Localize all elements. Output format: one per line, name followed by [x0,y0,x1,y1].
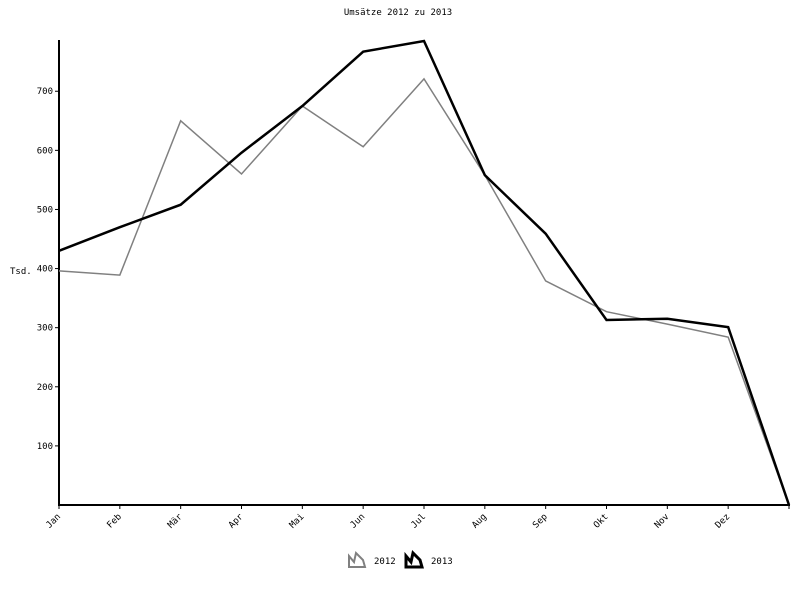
x-tick-label: Jul [410,512,429,531]
x-tick-label: Jun [349,512,368,531]
y-tick-label: 700 [37,87,53,97]
y-tick-label: 500 [37,205,53,215]
legend-label: 2012 [374,557,396,567]
x-tick-label: Okt [592,512,611,531]
series-line [58,39,791,506]
x-tick-label: Nov [653,512,672,531]
chart-title: Umsätze 2012 zu 2013 [344,8,452,18]
y-tick-label: 400 [37,265,53,275]
y-tick-label: 600 [37,146,53,156]
series-line [58,77,790,506]
y-axis-label: Tsd. [10,267,32,277]
legend-icon [404,550,424,569]
x-tick-label: Jan [45,512,64,531]
x-tick-label: Mai [288,512,307,531]
x-tick-label: Apr [227,512,246,531]
x-tick-label: Sep [531,512,550,531]
x-tick-label: Mär [166,512,185,531]
x-tick-label: Feb [105,512,124,531]
y-tick-label: 200 [37,383,53,393]
legend-label: 2013 [431,557,453,567]
y-tick-label: 300 [37,324,53,334]
legend-icon [348,551,367,568]
y-tick-label: 100 [37,442,53,452]
x-tick-label: Aug [470,512,489,531]
x-tick-label: Dez [714,512,733,531]
